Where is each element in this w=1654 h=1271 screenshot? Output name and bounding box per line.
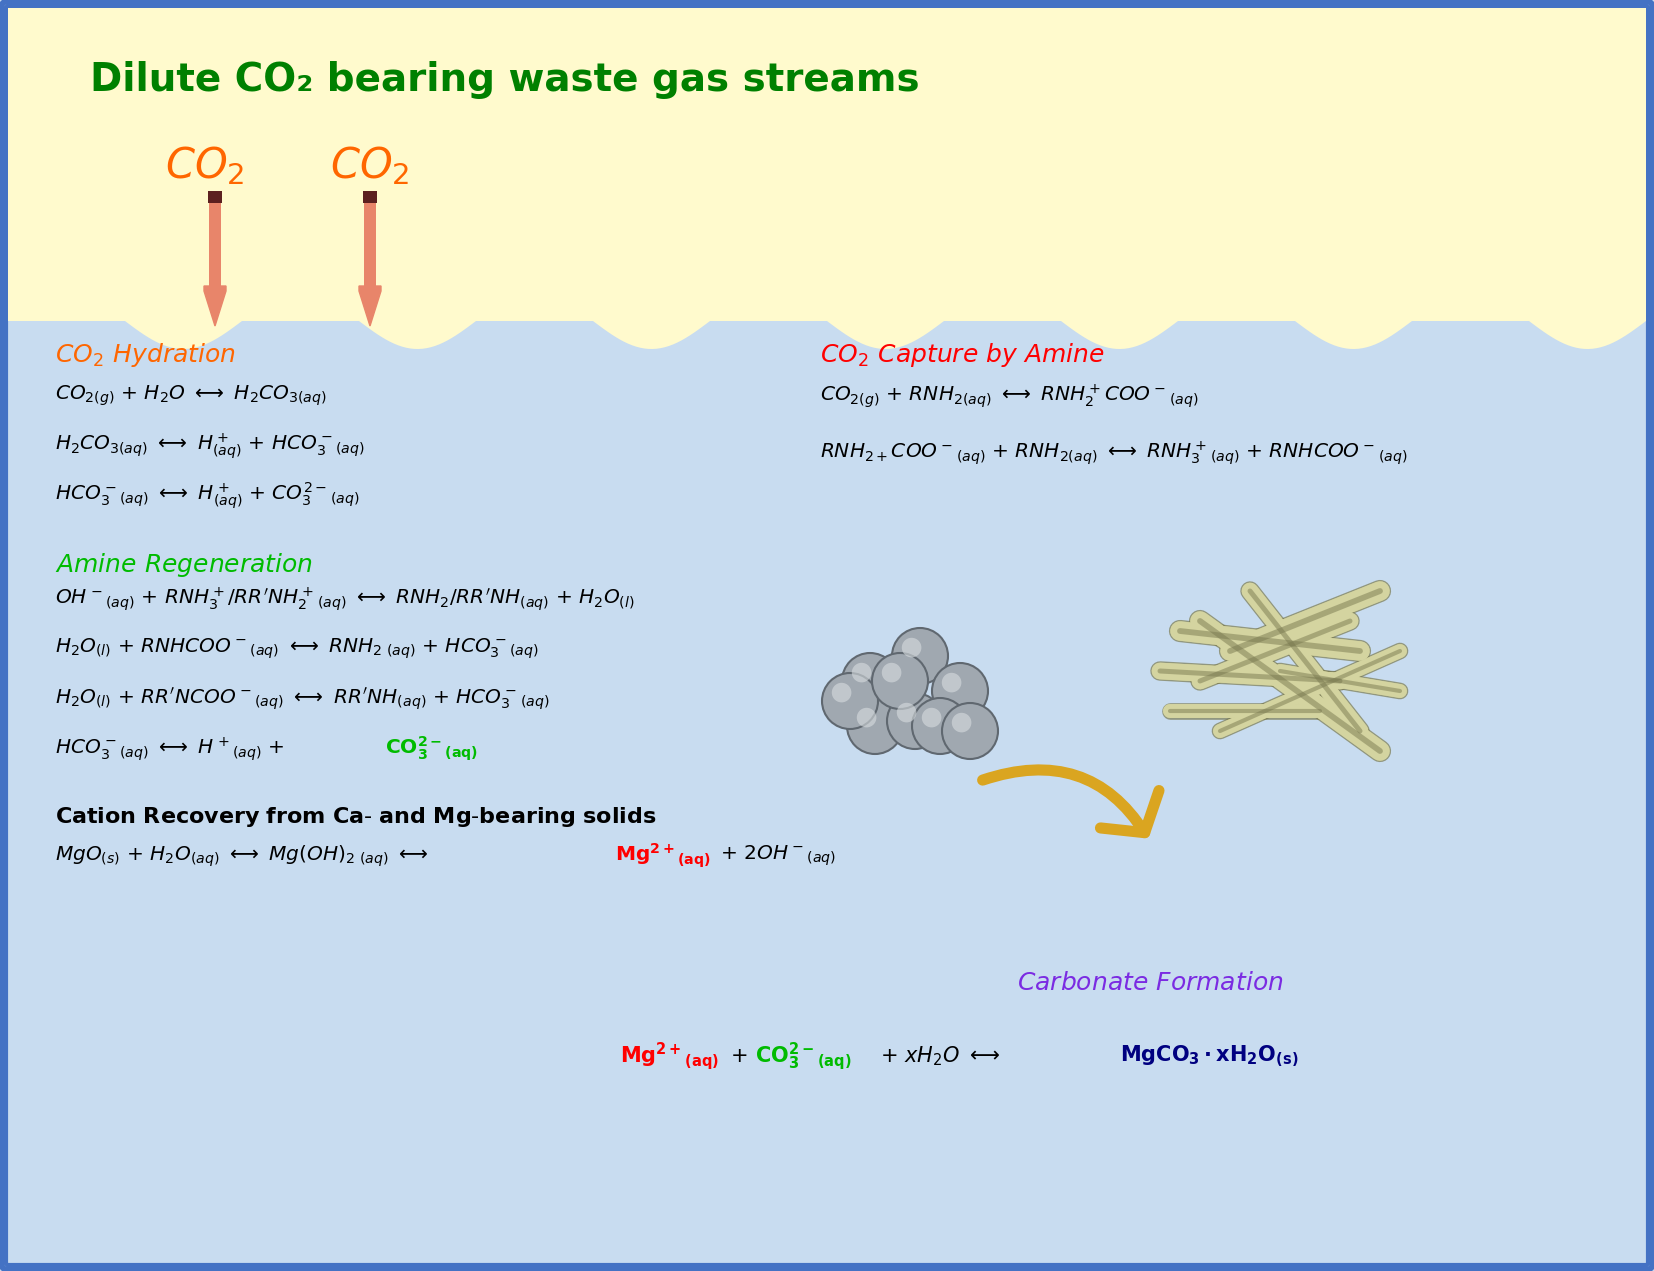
Circle shape <box>896 703 916 722</box>
Text: $HCO_3^-{}_{(aq)}$ $\longleftrightarrow$ $H^+{}_{(aq)}$ +: $HCO_3^-{}_{(aq)}$ $\longleftrightarrow$… <box>55 735 286 763</box>
FancyArrowPatch shape <box>982 770 1159 833</box>
FancyBboxPatch shape <box>7 6 1647 1265</box>
Circle shape <box>931 663 987 719</box>
Circle shape <box>872 653 928 709</box>
Text: $\mathit{CO_2}$: $\mathit{CO_2}$ <box>165 145 245 187</box>
Text: $\mathit{Amine\ Regeneration}$: $\mathit{Amine\ Regeneration}$ <box>55 552 313 580</box>
Circle shape <box>892 628 948 684</box>
Circle shape <box>857 708 877 727</box>
Text: $\mathit{CO_2}$ $\mathit{Hydration}$: $\mathit{CO_2}$ $\mathit{Hydration}$ <box>55 341 237 369</box>
Circle shape <box>847 698 903 754</box>
Circle shape <box>842 653 898 709</box>
Text: $H_2O_{(l)}$ + $RNHCOO^-{}_{(aq)}$ $\longleftrightarrow$ $RNH_{2\ (aq)}$ + $HCO_: $H_2O_{(l)}$ + $RNHCOO^-{}_{(aq)}$ $\lon… <box>55 637 539 661</box>
FancyBboxPatch shape <box>208 191 222 203</box>
Circle shape <box>951 713 971 732</box>
Text: $+ \ 2OH^-{}_{(aq)}$: $+ \ 2OH^-{}_{(aq)}$ <box>719 844 835 868</box>
FancyArrow shape <box>359 286 380 325</box>
Text: $\mathbf{MgCO_3 \cdot xH_2O_{(s)}}$: $\mathbf{MgCO_3 \cdot xH_2O_{(s)}}$ <box>1120 1043 1298 1069</box>
Circle shape <box>901 638 921 657</box>
Circle shape <box>832 683 852 703</box>
Circle shape <box>852 662 872 683</box>
Text: $H_2CO_{3(aq)}$ $\longleftrightarrow$ $H^+_{(aq)}$ + $HCO_3^-{}_{(aq)}$: $H_2CO_{3(aq)}$ $\longleftrightarrow$ $H… <box>55 431 366 461</box>
FancyBboxPatch shape <box>364 191 375 291</box>
Circle shape <box>921 708 941 727</box>
Text: $\mathbf{Mg^{2+}{}_{(aq)}}$: $\mathbf{Mg^{2+}{}_{(aq)}}$ <box>615 841 711 871</box>
Text: $\mathbf{Cation\ Recovery\ from\ Ca\text{-}\ and\ Mg\text{-}bearing\ solids}$: $\mathbf{Cation\ Recovery\ from\ Ca\text… <box>55 805 657 829</box>
Text: $OH^-{}_{(aq)}$ + $RNH_3^+/RR'NH_2^+{}_{(aq)}$ $\longleftrightarrow$ $RNH_2/RR'N: $OH^-{}_{(aq)}$ + $RNH_3^+/RR'NH_2^+{}_{… <box>55 585 635 613</box>
Text: $\mathit{Carbonate\ Formation}$: $\mathit{Carbonate\ Formation}$ <box>1017 971 1284 995</box>
Circle shape <box>911 698 968 754</box>
FancyArrow shape <box>203 286 227 325</box>
Circle shape <box>882 662 901 683</box>
FancyBboxPatch shape <box>362 191 377 203</box>
Text: $H_2O_{(l)}$ + $RR'NCOO^-{}_{(aq)}$ $\longleftrightarrow$ $RR'NH_{(aq)}$ + $HCO_: $H_2O_{(l)}$ + $RR'NCOO^-{}_{(aq)}$ $\lo… <box>55 685 549 712</box>
Text: $HCO_3^-{}_{(aq)}$ $\longleftrightarrow$ $H^+_{(aq)}$ + $CO_3^{2-}{}_{(aq)}$: $HCO_3^-{}_{(aq)}$ $\longleftrightarrow$… <box>55 480 359 511</box>
Text: $CO_{2(g)}$ + $H_2O$ $\longleftrightarrow$ $H_2CO_{3(aq)}$: $CO_{2(g)}$ + $H_2O$ $\longleftrightarro… <box>55 384 327 408</box>
Circle shape <box>941 672 961 693</box>
Text: Dilute CO₂ bearing waste gas streams: Dilute CO₂ bearing waste gas streams <box>89 61 920 99</box>
Text: $\mathit{CO_2}$: $\mathit{CO_2}$ <box>331 145 410 187</box>
FancyBboxPatch shape <box>8 8 1646 322</box>
Text: $\mathit{CO_2}$ $\mathit{Capture\ by\ Amine}$: $\mathit{CO_2}$ $\mathit{Capture\ by\ Am… <box>820 341 1105 369</box>
Circle shape <box>887 693 943 749</box>
Text: $+ \ xH_2O$ $\longleftrightarrow$: $+ \ xH_2O$ $\longleftrightarrow$ <box>880 1045 1006 1068</box>
FancyBboxPatch shape <box>208 191 222 291</box>
Text: $\mathbf{CO_3^{2-}{}_{(aq)}}$: $\mathbf{CO_3^{2-}{}_{(aq)}}$ <box>754 1040 852 1071</box>
Text: $CO_{2(g)}$ + $RNH_{2(aq)}$ $\longleftrightarrow$ $RNH_2^+COO^-{}_{(aq)}$: $CO_{2(g)}$ + $RNH_{2(aq)}$ $\longleftri… <box>820 383 1199 411</box>
Text: $MgO_{(s)}$ + $H_2O_{(aq)}$ $\longleftrightarrow$ $Mg(OH)_{2\ (aq)}$ $\longleftr: $MgO_{(s)}$ + $H_2O_{(aq)}$ $\longleftri… <box>55 843 433 869</box>
PathPatch shape <box>8 8 1646 350</box>
Circle shape <box>822 674 878 730</box>
Circle shape <box>943 703 997 759</box>
Text: $\mathbf{CO_3^{2-}{}_{(aq)}}$: $\mathbf{CO_3^{2-}{}_{(aq)}}$ <box>385 735 478 763</box>
Text: $RNH_{2+}COO^-{}_{(aq)}$ + $RNH_{2(aq)}$ $\longleftrightarrow$ $RNH_3^+{}_{(aq)}: $RNH_{2+}COO^-{}_{(aq)}$ + $RNH_{2(aq)}$… <box>820 438 1408 466</box>
Text: $+$: $+$ <box>729 1046 748 1066</box>
Text: $\mathbf{Mg^{2+}{}_{(aq)}}$: $\mathbf{Mg^{2+}{}_{(aq)}}$ <box>620 1040 719 1071</box>
